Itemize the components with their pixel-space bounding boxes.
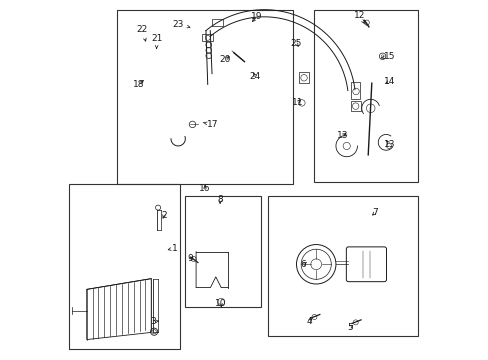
Text: 6: 6: [300, 260, 306, 269]
Text: 24: 24: [249, 72, 261, 81]
Text: 12: 12: [353, 10, 364, 23]
Text: 1: 1: [168, 244, 177, 253]
Text: 13: 13: [383, 140, 395, 149]
Bar: [314, 10, 418, 182]
Text: 5: 5: [346, 323, 352, 332]
Text: 8: 8: [217, 195, 223, 204]
Text: 20: 20: [219, 55, 230, 64]
Text: 3: 3: [150, 317, 159, 326]
Text: 7: 7: [372, 208, 378, 217]
Text: 4: 4: [305, 317, 311, 326]
Text: 23: 23: [172, 19, 189, 28]
Text: 13: 13: [337, 131, 348, 140]
Text: 11: 11: [291, 98, 303, 107]
Bar: [69, 184, 180, 348]
Text: 10: 10: [215, 299, 226, 308]
Text: 16: 16: [199, 184, 210, 193]
Text: 22: 22: [136, 25, 147, 41]
Text: 14: 14: [383, 77, 395, 86]
Bar: [351, 82, 360, 99]
Text: 15: 15: [380, 52, 395, 61]
Bar: [350, 101, 360, 111]
Bar: [267, 196, 418, 336]
Text: 19: 19: [251, 12, 262, 22]
Text: 17: 17: [203, 120, 218, 129]
Bar: [117, 10, 292, 184]
Text: 2: 2: [161, 211, 166, 220]
Text: 18: 18: [133, 80, 144, 90]
Bar: [202, 34, 213, 41]
Text: 25: 25: [290, 39, 302, 48]
Bar: [212, 19, 223, 26]
Bar: [185, 196, 260, 307]
Text: 9: 9: [187, 255, 193, 264]
Text: 21: 21: [151, 34, 162, 49]
Bar: [298, 72, 308, 83]
